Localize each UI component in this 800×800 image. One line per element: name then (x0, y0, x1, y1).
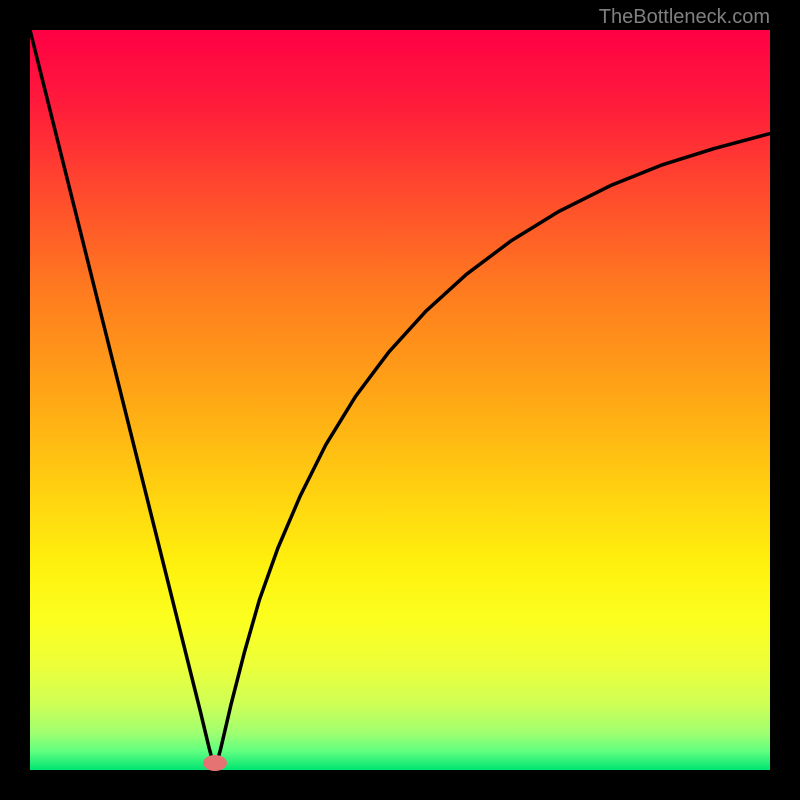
curve-layer (30, 30, 770, 770)
curve-line (30, 30, 770, 770)
plot-area (30, 30, 770, 770)
attribution-label: TheBottleneck.com (599, 6, 770, 29)
chart-container: TheBottleneck.com (0, 0, 800, 800)
minimum-marker (203, 755, 227, 771)
